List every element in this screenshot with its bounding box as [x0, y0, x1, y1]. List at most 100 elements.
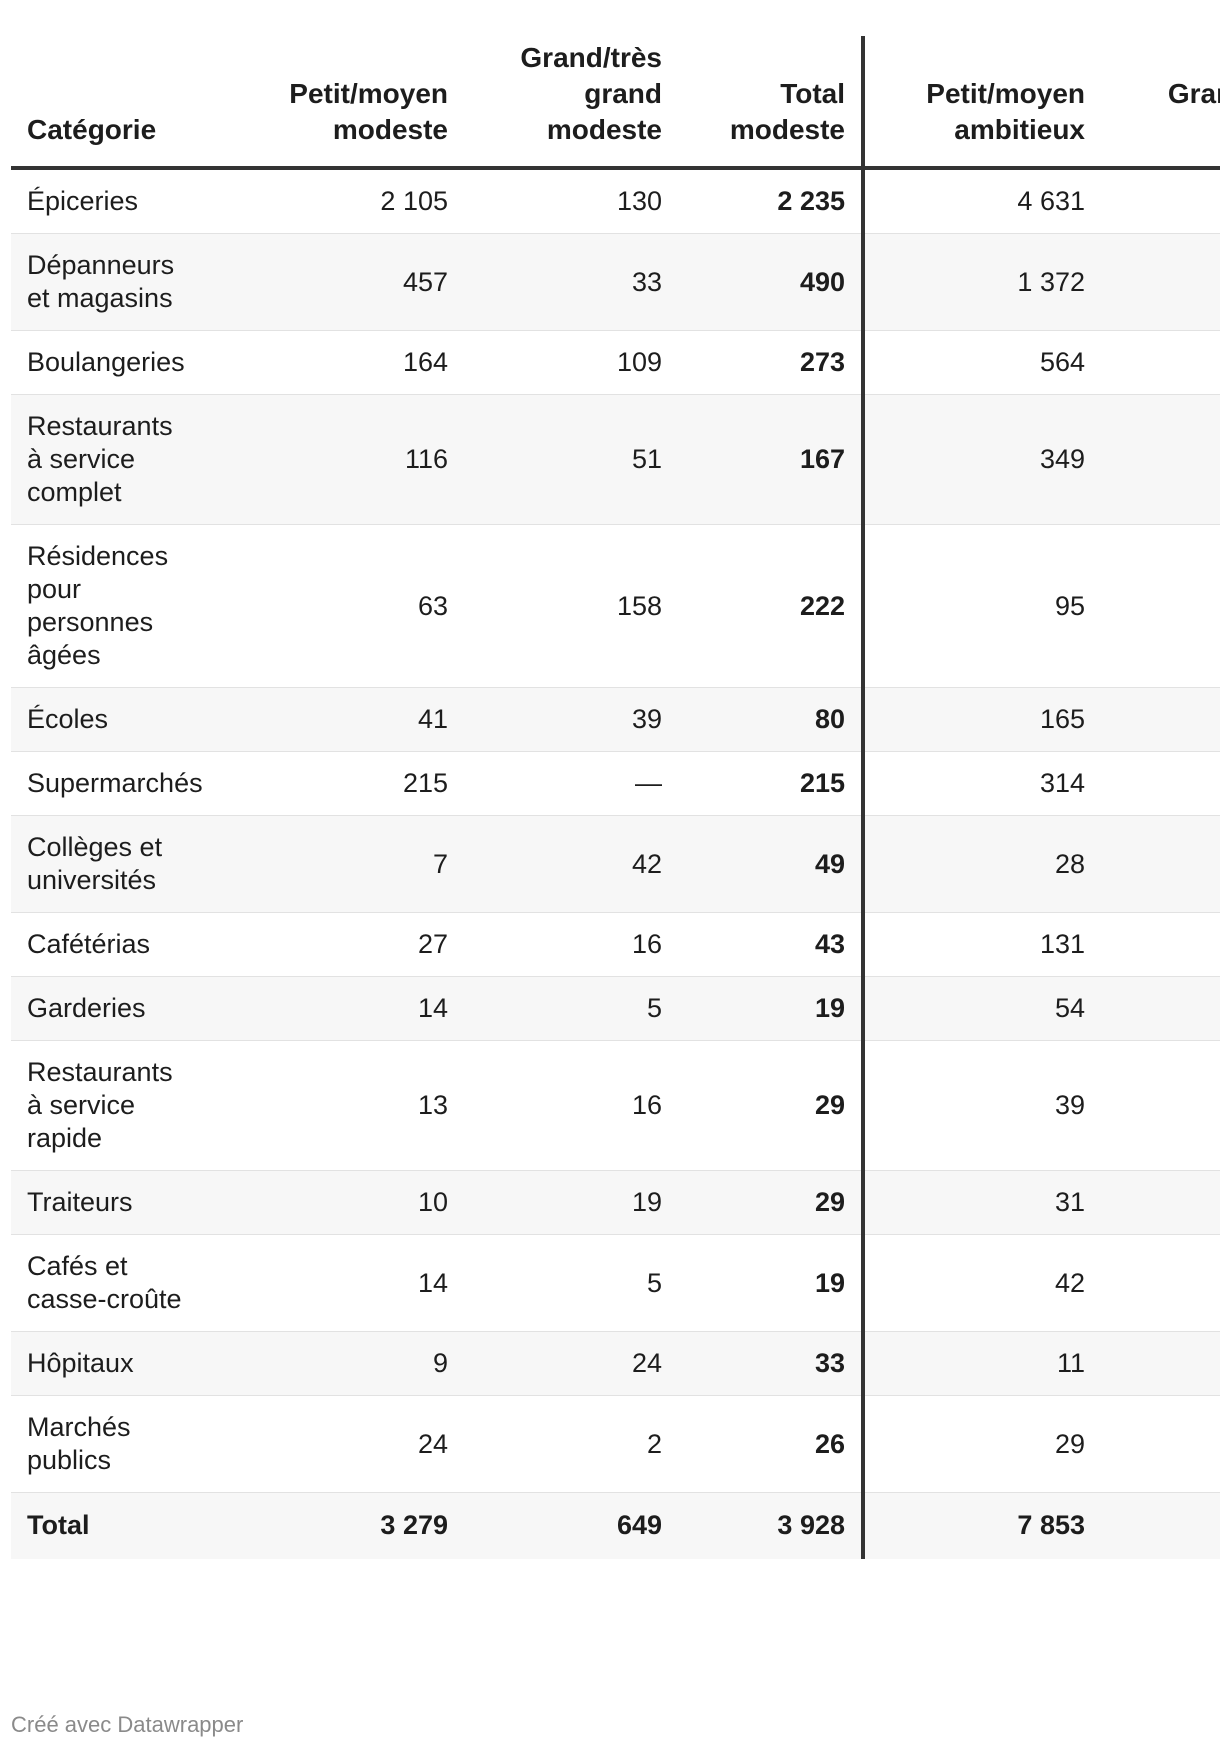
value-cell: 14 — [211, 1234, 464, 1332]
value-cell: 5 — [464, 1234, 678, 1332]
value-cell: 215 — [678, 751, 865, 816]
value-cell: 10 — [211, 1170, 464, 1235]
category-cell: Écoles — [11, 687, 211, 752]
value-cell: 11 — [863, 1331, 1101, 1396]
category-cell: Épiceries — [11, 168, 211, 234]
table-row: Marchés publics 24 2 26 29 — [11, 1395, 1220, 1493]
table-row: Collèges et universités 7 42 49 28 — [11, 815, 1220, 913]
value-cell: 457 — [211, 233, 464, 331]
column-header-categorie[interactable]: Catégorie — [11, 36, 211, 170]
value-cell: 164 — [211, 330, 464, 395]
table-row: Garderies 14 5 19 54 — [11, 976, 1220, 1041]
value-cell: 19 — [464, 1170, 678, 1235]
value-cell: 130 — [464, 168, 678, 234]
category-cell: Restaurants à service complet — [11, 394, 211, 525]
total-cell: 7 853 — [863, 1492, 1101, 1559]
value-cell: 29 — [678, 1170, 865, 1235]
value-cell: 158 — [464, 524, 678, 688]
data-table: Catégorie Petit/moyen modeste Grand/très… — [11, 36, 1220, 1559]
total-cell: 3 928 — [678, 1492, 865, 1559]
table-row: Hôpitaux 9 24 33 11 — [11, 1331, 1220, 1396]
table-row: Cafétérias 27 16 43 131 — [11, 912, 1220, 977]
value-cell: 131 — [863, 912, 1101, 977]
table-row: Résidences pour personnes âgées 63 158 222 9… — [11, 524, 1220, 688]
value-cell: 16 — [464, 1040, 678, 1171]
total-cell — [1101, 1492, 1220, 1559]
value-cell: 39 — [863, 1040, 1101, 1171]
table-row: Traiteurs 10 19 29 31 — [11, 1170, 1220, 1235]
table-row: Épiceries 2 105 130 2 235 4 631 — [11, 168, 1220, 234]
value-cell: 109 — [464, 330, 678, 395]
total-cell: 649 — [464, 1492, 678, 1559]
table-container: Catégorie Petit/moyen modeste Grand/très… — [11, 36, 1220, 1559]
value-cell — [1101, 815, 1220, 913]
value-cell: 26 — [678, 1395, 865, 1493]
datawrapper-credit[interactable]: Créé avec Datawrapper — [11, 1712, 244, 1737]
value-cell: 9 — [211, 1331, 464, 1396]
value-cell — [1101, 1234, 1220, 1332]
value-cell — [1101, 330, 1220, 395]
table-row: Écoles 41 39 80 165 — [11, 687, 1220, 752]
category-cell: Résidences pour personnes âgées — [11, 524, 211, 688]
value-cell — [1101, 394, 1220, 525]
value-cell: 24 — [211, 1395, 464, 1493]
value-cell: 1 372 — [863, 233, 1101, 331]
value-cell: 33 — [678, 1331, 865, 1396]
value-cell: 24 — [464, 1331, 678, 1396]
category-cell: Hôpitaux — [11, 1331, 211, 1396]
value-cell: 5 — [464, 976, 678, 1041]
category-cell: Traiteurs — [11, 1170, 211, 1235]
category-cell: Cafétérias — [11, 912, 211, 977]
column-header-petit-moyen-ambitieux[interactable]: Petit/moyen ambitieux — [863, 36, 1101, 170]
value-cell — [1101, 976, 1220, 1041]
value-cell: 29 — [863, 1395, 1101, 1493]
column-header-grand-tres-grand-ambitieux[interactable]: Grand/très grand ambitieux — [1101, 36, 1220, 170]
value-cell: 165 — [863, 687, 1101, 752]
value-cell: 167 — [678, 394, 865, 525]
value-cell: 54 — [863, 976, 1101, 1041]
value-cell: 63 — [211, 524, 464, 688]
value-cell: 2 105 — [211, 168, 464, 234]
value-cell: 14 — [211, 976, 464, 1041]
category-cell: Collèges et universités — [11, 815, 211, 913]
value-cell: 28 — [863, 815, 1101, 913]
table-row: Dépanneurs et magasins 457 33 490 1 372 — [11, 233, 1220, 331]
table-row: Restaurants à service complet 116 51 167 349 — [11, 394, 1220, 525]
category-cell: Cafés et casse-croûte — [11, 1234, 211, 1332]
value-cell: 42 — [863, 1234, 1101, 1332]
value-cell — [1101, 168, 1220, 234]
category-cell: Marchés publics — [11, 1395, 211, 1493]
value-cell — [1101, 1170, 1220, 1235]
column-header-petit-moyen-modeste[interactable]: Petit/moyen modeste — [211, 36, 464, 170]
value-cell: 27 — [211, 912, 464, 977]
total-row: Total 3 279 649 3 928 7 853 — [11, 1492, 1220, 1559]
table-row: Boulangeries 164 109 273 564 — [11, 330, 1220, 395]
table-row: Supermarchés 215—215 314 — [11, 751, 1220, 816]
value-cell: 314 — [863, 751, 1101, 816]
value-cell: 222 — [678, 524, 865, 688]
value-cell: 43 — [678, 912, 865, 977]
total-label: Total — [11, 1492, 211, 1559]
value-cell — [1101, 912, 1220, 977]
value-cell: — — [464, 751, 678, 816]
value-cell: 490 — [678, 233, 865, 331]
table-body: Épiceries 2 105 130 2 235 4 631 Dépanneurs et… — [11, 168, 1220, 1493]
value-cell: 19 — [678, 1234, 865, 1332]
value-cell: 41 — [211, 687, 464, 752]
column-header-grand-tres-grand-modeste[interactable]: Grand/très grand modeste — [464, 36, 678, 170]
category-cell: Restaurants à service rapide — [11, 1040, 211, 1171]
column-header-total-modeste[interactable]: Total modeste — [678, 36, 865, 170]
value-cell: 16 — [464, 912, 678, 977]
table-row: Restaurants à service rapide 13 16 29 39 — [11, 1040, 1220, 1171]
value-cell: 80 — [678, 687, 865, 752]
value-cell: 33 — [464, 233, 678, 331]
value-cell: 19 — [678, 976, 865, 1041]
value-cell: 116 — [211, 394, 464, 525]
value-cell: 564 — [863, 330, 1101, 395]
value-cell — [1101, 751, 1220, 816]
value-cell: 7 — [211, 815, 464, 913]
value-cell: 51 — [464, 394, 678, 525]
value-cell: 4 631 — [863, 168, 1101, 234]
value-cell: 49 — [678, 815, 865, 913]
value-cell: 42 — [464, 815, 678, 913]
